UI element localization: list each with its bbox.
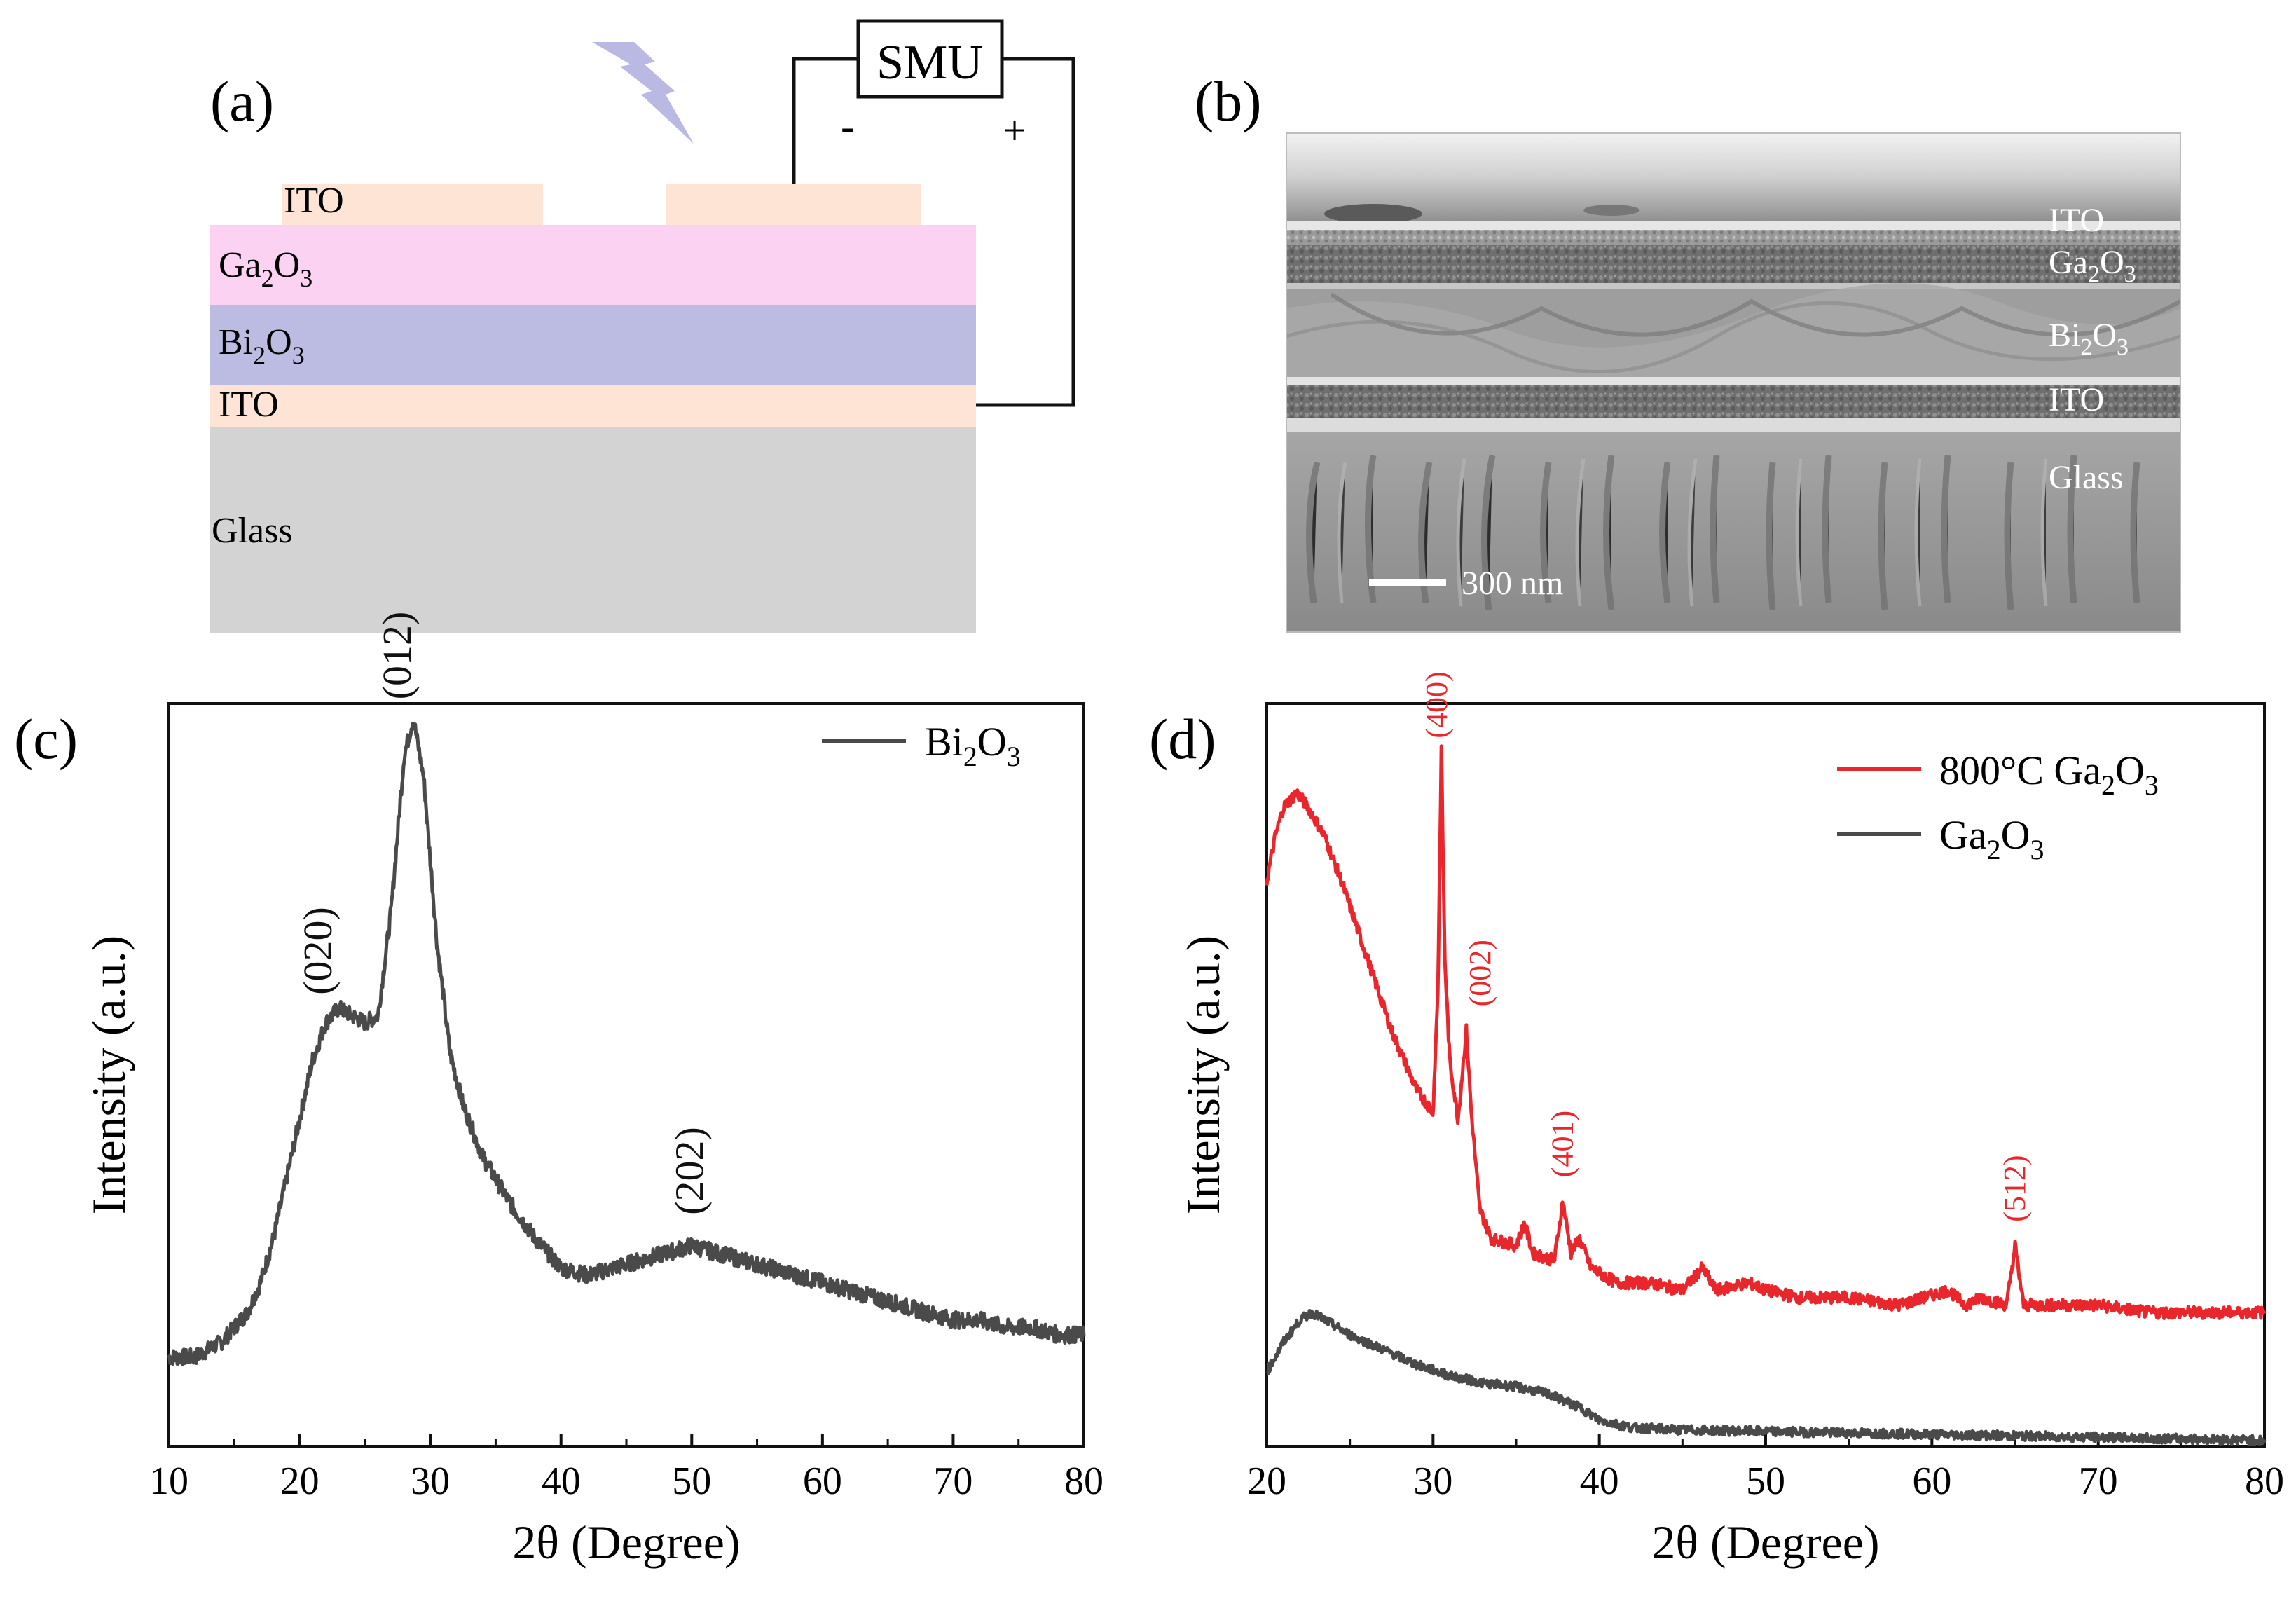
x-tick-label-10: 10: [149, 1460, 188, 1503]
plot-d-ylabel: Intensity (a.u.): [1176, 935, 1230, 1214]
wire-left: [792, 57, 858, 184]
x-tick-label-80: 80: [2245, 1460, 2284, 1503]
ito-top-left-electrode: [282, 184, 543, 225]
x-tick-label-70: 70: [933, 1460, 972, 1503]
x-tick-label-50: 50: [672, 1460, 711, 1503]
bi2o3-label: Bi2O3: [219, 322, 305, 369]
ito-top-label: ITO: [284, 181, 344, 221]
peak-label-002: (002): [1463, 940, 1497, 1006]
plot-c-peak-labels: (020) (012) (202): [295, 612, 712, 1215]
plot-d-series-ga2o3: [1265, 1309, 2267, 1447]
plot-d-series-800c-ga2o3: [1265, 744, 2267, 1320]
sem-ga2o3-label: Ga2O3: [2049, 244, 2136, 287]
glass-label: Glass: [212, 511, 293, 551]
ga2o3-layer: [210, 225, 976, 305]
wire-right: [923, 57, 1075, 407]
peak-label-401: (401): [1545, 1111, 1579, 1177]
smu-label: SMU: [877, 36, 983, 90]
plot-d-peak-labels: (400) (002) (401) (512): [1419, 671, 2032, 1222]
sem-ito-bottom-label: ITO: [2049, 381, 2104, 418]
plot-c-xlabel: 2θ (Degree): [512, 1516, 740, 1569]
ito-bottom-label: ITO: [219, 385, 279, 425]
plot-c-frame: [167, 702, 1085, 1448]
panel-a-label: (a): [210, 69, 274, 133]
sem-bi2o3-label: Bi2O3: [2049, 317, 2129, 360]
plot-c-ylabel: Intensity (a.u.): [82, 935, 135, 1214]
ito-bottom-layer: [210, 385, 976, 427]
x-tick-label-40: 40: [542, 1460, 581, 1503]
plot-c-x-tick-labels: 10 20 30 40 50 60 70 80: [149, 1460, 1104, 1503]
panel-c-label: (c): [14, 707, 78, 771]
plot-c-x-ticks: [167, 1434, 1085, 1446]
x-tick-label-60: 60: [1912, 1460, 1951, 1503]
x-tick-label-50: 50: [1746, 1460, 1785, 1503]
sem-glass-label: Glass: [2049, 459, 2124, 496]
panel-c: (c) 10 20 30 40 50 60 70 80 (020) (012) (202) Bi2…: [14, 612, 1104, 1569]
scale-bar-label: 300 nm: [1462, 565, 1563, 602]
x-tick-label-30: 30: [411, 1460, 450, 1503]
plus-sign: +: [1003, 107, 1026, 153]
plot-d-legend-red-label: 800°C Ga2O3: [1939, 748, 2159, 801]
plot-c-series-bi2o3: [167, 722, 1086, 1366]
x-tick-label-30: 30: [1413, 1460, 1452, 1503]
panel-d: (d) 20 30 40 50 60 70 80 (400)(002)(401)(512) …: [1149, 671, 2284, 1569]
panel-a: (a) SMU - + ITO Ga2O3 Bi2O3 ITO Glass: [210, 19, 1075, 633]
plot-d-xlabel: 2θ (Degree): [1651, 1516, 1879, 1569]
sem-ito-top-label: ITO: [2049, 202, 2104, 239]
plot-d-x-tick-labels: 20 30 40 50 60 70 80: [1247, 1460, 2284, 1503]
peak-label-512: (512): [1998, 1155, 2032, 1221]
x-tick-label-20: 20: [280, 1460, 319, 1503]
plot-d-frame: [1265, 702, 2266, 1448]
peak-label-202: (202): [666, 1127, 712, 1215]
peak-label-400: (400): [1419, 671, 1454, 738]
peak-label-020: (020): [295, 907, 341, 995]
scale-bar: [1369, 579, 1446, 586]
x-tick-label-70: 70: [2079, 1460, 2118, 1503]
x-tick-label-80: 80: [1064, 1460, 1104, 1503]
x-tick-label-60: 60: [803, 1460, 842, 1503]
light-arrow-icon: [592, 42, 694, 144]
bi2o3-layer: [210, 305, 976, 385]
panel-b: (b): [1195, 69, 2182, 633]
minus-sign: -: [841, 103, 855, 149]
x-tick-label-40: 40: [1580, 1460, 1619, 1503]
ga2o3-label: Ga2O3: [219, 245, 312, 292]
panel-b-label: (b): [1195, 69, 1262, 133]
plot-c-legend-label: Bi2O3: [925, 719, 1021, 772]
ito-top-right-electrode: [666, 184, 921, 225]
peak-label-012: (012): [374, 612, 420, 700]
panel-d-label: (d): [1149, 707, 1216, 771]
plot-d-legend-gray-label: Ga2O3: [1939, 812, 2044, 865]
sem-image: [1286, 132, 2182, 633]
glass-substrate: [210, 427, 976, 633]
x-tick-label-20: 20: [1247, 1460, 1286, 1503]
